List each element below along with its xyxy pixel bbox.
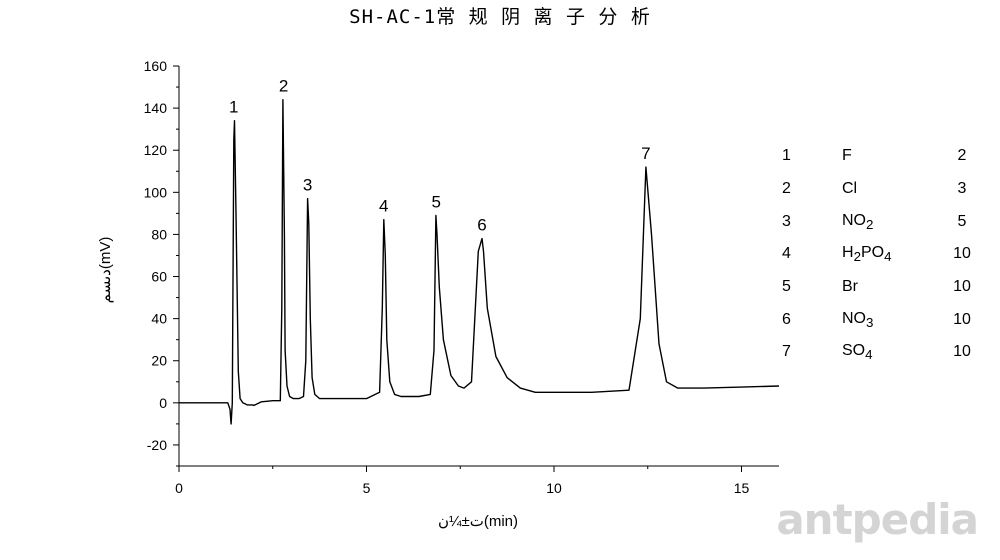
peak-label-7: 7 — [641, 144, 650, 163]
x-tick-label: 5 — [363, 480, 371, 496]
y-axis-title: دىسم(mV) — [97, 237, 114, 304]
analyte-number: 3 — [782, 212, 791, 230]
y-tick-label: 20 — [151, 353, 167, 369]
peak-label-3: 3 — [303, 176, 312, 195]
analyte-row: 4 H2PO4 10 — [770, 238, 982, 271]
analyte-formula: SO4 — [842, 342, 873, 363]
analyte-number: 6 — [782, 310, 791, 328]
analyte-formula: NO3 — [842, 309, 874, 330]
y-tick-label: -20 — [147, 437, 167, 453]
analyte-row: 7 SO4 10 — [770, 336, 982, 369]
formula-subscript: 2 — [866, 216, 874, 232]
analyte-number: 1 — [782, 147, 791, 165]
analyte-formula: H2PO4 — [842, 244, 892, 265]
y-tick-label: 100 — [144, 184, 168, 200]
analyte-formula: F — [842, 147, 852, 165]
analyte-concentration: 3 — [957, 180, 967, 198]
chart-title: SH-AC-1常 规 阴 离 子 分 析 — [349, 6, 651, 28]
y-tick-label: 80 — [151, 226, 167, 242]
analyte-row: 6 NO3 10 — [770, 303, 982, 336]
chromatogram-trace — [179, 98, 780, 425]
analyte-formula: Cl — [842, 180, 858, 198]
analyte-formula: NO2 — [842, 211, 874, 232]
analyte-row: 1 F 2 — [770, 140, 982, 173]
peak-label-4: 4 — [379, 197, 388, 216]
analyte-row: 3 NO2 5 — [770, 205, 982, 238]
formula-subscript: 4 — [884, 249, 892, 265]
analyte-concentration: 10 — [953, 245, 971, 263]
formula-subscript: 2 — [853, 249, 861, 265]
y-tick-label: 120 — [144, 142, 168, 158]
analyte-number: 4 — [782, 245, 791, 263]
analyte-concentration: 5 — [957, 212, 967, 230]
x-axis-title: ت±¼ن(min) — [438, 513, 518, 530]
y-tick-label: 140 — [144, 100, 168, 116]
analyte-concentration: 10 — [953, 343, 971, 361]
y-tick-label: 40 — [151, 311, 167, 327]
peak-labels: 1 2 3 4 5 6 7 — [229, 77, 651, 235]
analyte-formula: Br — [842, 278, 858, 296]
chromatogram-line — [179, 98, 780, 425]
analyte-concentration: 10 — [953, 278, 971, 296]
watermark-logo: antpedia — [776, 495, 979, 544]
x-tick-label: 15 — [734, 480, 750, 496]
y-tick-label: 60 — [151, 269, 167, 285]
peak-label-6: 6 — [477, 216, 486, 235]
formula-subscript: 4 — [865, 347, 873, 363]
peak-label-1: 1 — [229, 98, 238, 117]
analyte-concentration: 10 — [953, 310, 971, 328]
peak-label-5: 5 — [432, 192, 441, 211]
x-tick-label: 0 — [175, 480, 183, 496]
peak-label-2: 2 — [279, 77, 288, 96]
analyte-table: 1 F 2 2 Cl 3 3 NO2 5 4 H2PO4 10 5 Br 10 6 NO3 10 7 SO4 10 — [770, 140, 982, 369]
y-tick-label: 160 — [144, 58, 168, 74]
y-tick-label: 0 — [159, 395, 167, 411]
axes — [178, 66, 779, 467]
analyte-number: 5 — [782, 278, 791, 296]
x-tick-label: 10 — [546, 480, 562, 496]
analyte-row: 2 Cl 3 — [770, 173, 982, 206]
analyte-concentration: 2 — [957, 147, 967, 165]
analyte-number: 2 — [782, 180, 791, 198]
formula-subscript: 3 — [866, 314, 874, 330]
analyte-row: 5 Br 10 — [770, 271, 982, 304]
analyte-number: 7 — [782, 343, 791, 361]
